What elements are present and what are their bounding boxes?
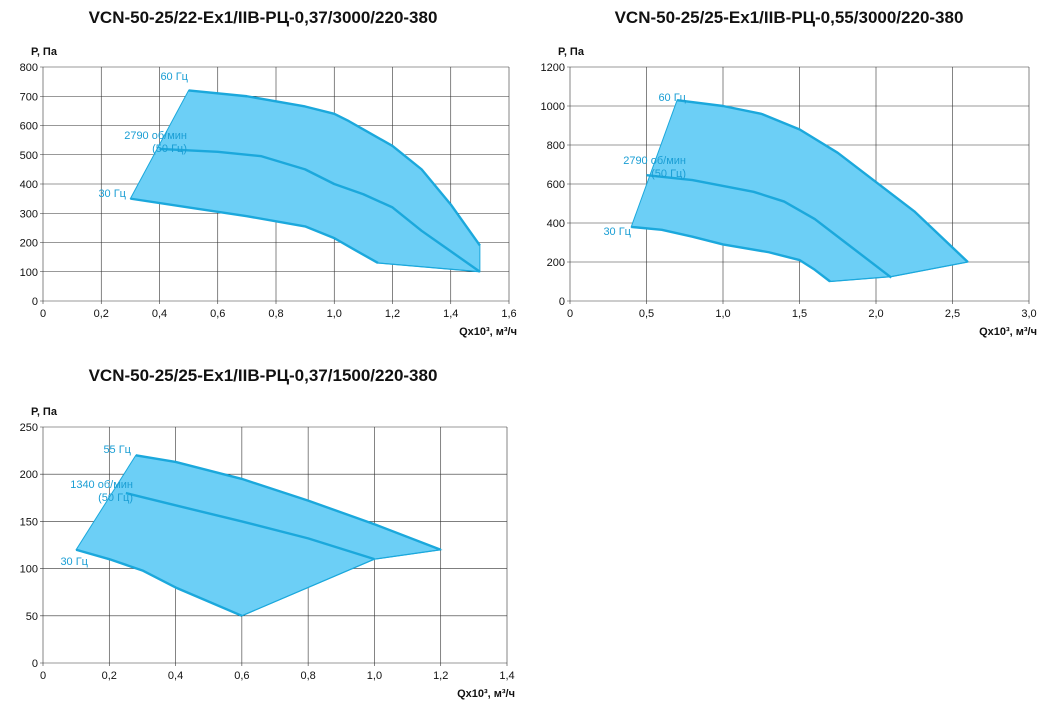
y-tick-label: 250 [20,422,38,434]
x-tick-label: 1,0 [327,308,342,320]
x-tick-label: 2,5 [945,308,960,320]
chart-svg: 0 0,2 0,4 0,6 0,8 1,0 1,2 1,4 1,6 0 100 200 300 400 50… [20,46,517,338]
x-tick-label: 1,2 [385,308,400,320]
series-label: 30 Гц [60,556,88,568]
y-axis-label: Р, Па [558,46,585,58]
series-line [241,549,441,617]
x-tick-label: 0,5 [639,308,654,320]
x-tick-label: 1,0 [715,308,730,320]
y-tick-label: 200 [547,257,565,269]
y-tick-label: 200 [20,469,38,481]
y-tick-label: 0 [32,296,38,308]
chart-panel-1: VCN-50-25/22-Ex1/IIB-РЦ-0,37/3000/220-38… [0,0,526,345]
y-tick-label: 200 [20,238,38,250]
series-label: (50 Гц) [98,492,133,504]
x-tick-label: 0,6 [234,670,249,682]
series-label: 60 Гц [160,71,188,83]
y-tick-label: 700 [20,91,38,103]
chart-title: VCN-50-25/25-Ex1/IIB-РЦ-0,37/1500/220-38… [88,366,438,385]
y-tick-label: 150 [20,516,38,528]
series-line [135,454,442,551]
x-tick-label: 1,5 [792,308,807,320]
series-label: 1340 об/мин [70,479,133,491]
y-tick-label: 0 [32,658,38,670]
x-axis-label: Qx10³, м³/ч [457,688,515,700]
y-tick-label: 600 [20,121,38,133]
series-label: 30 Гц [603,226,631,238]
chart-title: VCN-50-25/25-Ex1/IIB-РЦ-0,55/3000/220-38… [614,8,964,27]
y-tick-label: 800 [20,62,38,74]
x-tick-label: 3,0 [1021,308,1036,320]
operating-area [129,89,481,273]
chart-panel-2: VCN-50-25/25-Ex1/IIB-РЦ-0,55/3000/220-38… [526,0,1052,345]
x-tick-label: 1,4 [443,308,458,320]
series-line [830,261,968,283]
series-line [377,262,480,273]
x-tick-label: 0,6 [210,308,225,320]
chart-panel-3: VCN-50-25/25-Ex1/IIB-РЦ-0,37/1500/220-38… [0,358,526,701]
series-label: (50 Гц) [152,143,187,155]
y-tick-label: 50 [26,611,38,623]
series-line [646,174,893,279]
x-tick-label: 0 [40,670,46,682]
series-line [676,98,969,263]
y-tick-label: 400 [20,179,38,191]
y-tick-label: 1200 [541,62,565,74]
x-tick-label: 0,2 [102,670,117,682]
y-tick-label: 300 [20,208,38,220]
chart-title: VCN-50-25/22-Ex1/IIB-РЦ-0,37/3000/220-38… [88,8,438,27]
x-tick-label: 1,2 [433,670,448,682]
series-line [188,89,481,247]
y-axis-label: Р, Па [31,406,58,418]
series-line [125,491,375,561]
x-tick-label: 1,6 [501,308,516,320]
y-tick-label: 100 [20,267,38,279]
chart-svg: 0 0,2 0,4 0,6 0,8 1,0 1,2 1,4 0 50 100 150 200 250 Р, … [20,406,515,700]
series-label: 55 Гц [103,444,131,456]
y-tick-label: 800 [547,140,565,152]
series-label: 2790 об/мин [623,155,686,167]
x-tick-label: 0,4 [168,670,183,682]
y-axis-label: Р, Па [31,46,58,58]
x-tick-label: 0,8 [268,308,283,320]
x-tick-label: 2,0 [868,308,883,320]
x-tick-label: 0,4 [152,308,167,320]
x-tick-label: 0 [567,308,573,320]
series-line [159,147,481,273]
series-line [631,225,831,283]
y-tick-label: 600 [547,179,565,191]
x-axis-label: Qx10³, м³/ч [979,326,1037,338]
y-tick-label: 100 [20,564,38,576]
y-tick-label: 0 [559,296,565,308]
x-tick-label: 0,8 [300,670,315,682]
x-axis-label: Qx10³, м³/ч [459,326,517,338]
series-line [75,548,243,617]
series-line [130,197,379,265]
series-label: 30 Гц [98,188,126,200]
x-tick-label: 1,4 [499,670,514,682]
series-label: (50 Гц) [651,168,686,180]
y-tick-label: 500 [20,150,38,162]
x-tick-label: 1,0 [367,670,382,682]
chart-svg: 0 0,5 1,0 1,5 2,0 2,5 3,0 0 200 400 600 800 1000 1200… [541,46,1037,338]
series-label: 2790 об/мин [124,130,187,142]
y-tick-label: 1000 [541,101,565,113]
x-tick-label: 0,2 [94,308,109,320]
series-label: 60 Гц [658,92,686,104]
y-tick-label: 400 [547,218,565,230]
x-tick-label: 0 [40,308,46,320]
